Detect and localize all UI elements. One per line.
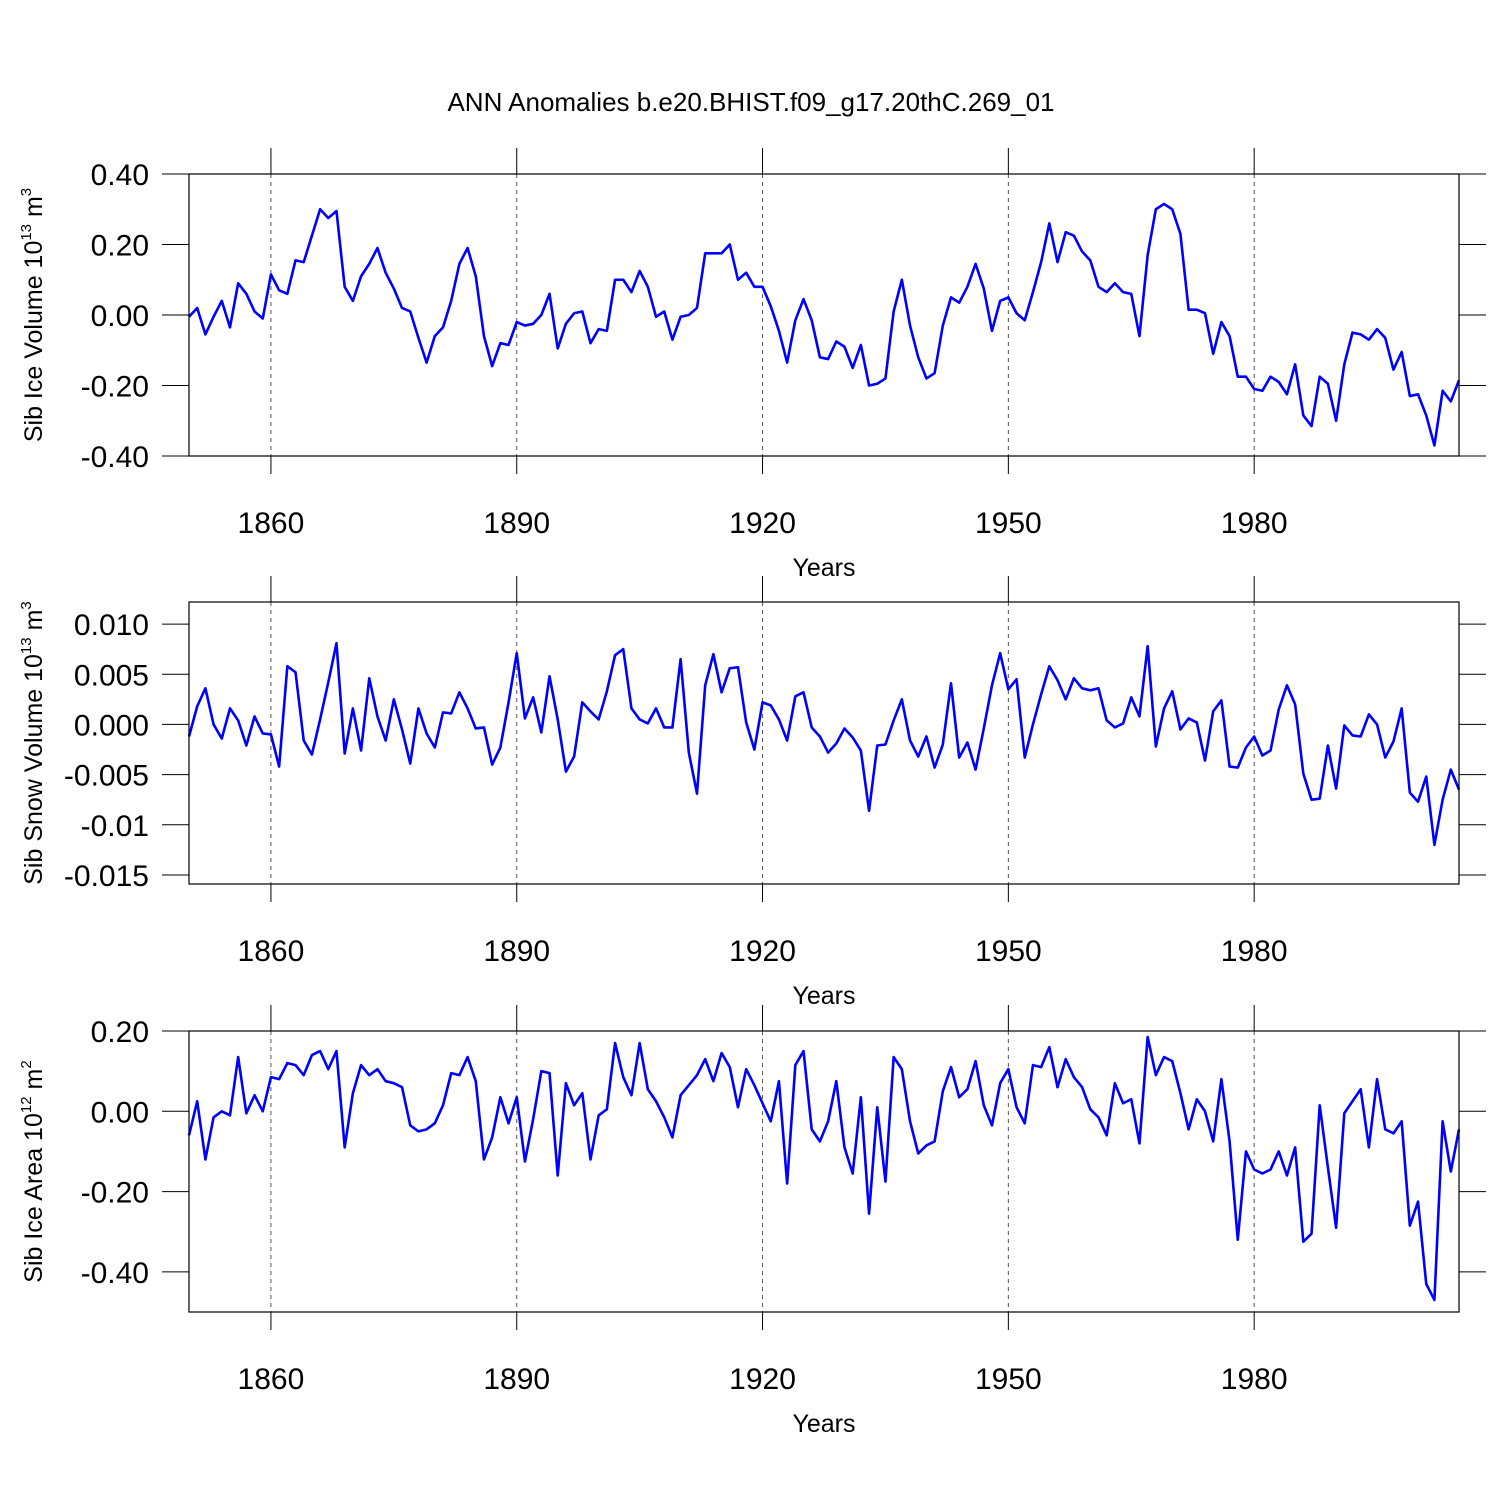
y-tick-label: -0.015 — [64, 860, 149, 893]
x-tick-label: 1980 — [1221, 935, 1288, 968]
y-axis-label-part: Sib Ice Volume 10 — [20, 241, 48, 443]
y-tick-label: 0.40 — [91, 159, 149, 192]
y-tick-label: 0.00 — [91, 300, 149, 333]
figure-title: ANN Anomalies b.e20.BHIST.f09_g17.20thC.… — [447, 87, 1054, 117]
plot-frame — [188, 173, 1460, 457]
y-axis-label-part: Sib Snow Volume 10 — [20, 654, 48, 885]
y-tick-label: -0.40 — [81, 441, 149, 474]
y-axis-label-exponent: 13 — [18, 224, 35, 241]
x-tick-label: 1860 — [238, 935, 305, 968]
x-tick-label: 1860 — [238, 507, 305, 540]
y-axis-label-exponent: 2 — [18, 1060, 35, 1068]
x-tick-label: 1920 — [729, 507, 796, 540]
y-axis-label-part: m — [20, 610, 48, 638]
x-tick-label: 1950 — [975, 507, 1042, 540]
data-line — [187, 1035, 1461, 1302]
y-tick-label: 0.005 — [74, 659, 149, 692]
y-axis-label-part: Sib Ice Area 10 — [20, 1113, 48, 1283]
y-tick-label: 0.20 — [91, 230, 149, 263]
y-axis-label-exponent: 3 — [18, 188, 35, 196]
data-line — [187, 641, 1461, 847]
data-line — [188, 202, 1461, 447]
x-axis-label: Years — [792, 1410, 855, 1438]
x-axis-label: Years — [792, 982, 855, 1010]
x-tick-label: 1890 — [483, 507, 550, 540]
x-axis-label: Years — [792, 554, 855, 582]
x-tick-label: 1920 — [729, 1363, 796, 1396]
y-tick-label: -0.20 — [81, 1177, 149, 1210]
y-tick-label: 0.010 — [74, 609, 149, 642]
y-axis-label: Sib Ice Volume 1013 m3 — [18, 188, 48, 442]
y-tick-label: -0.40 — [81, 1257, 149, 1290]
x-tick-label: 1920 — [729, 935, 796, 968]
y-tick-label: 0.00 — [91, 1096, 149, 1129]
x-tick-label: 1980 — [1221, 1363, 1288, 1396]
y-axis-label-exponent: 12 — [18, 1096, 35, 1113]
x-tick-label: 1890 — [483, 1363, 550, 1396]
x-tick-label: 1860 — [238, 1363, 305, 1396]
y-tick-label: -0.005 — [64, 760, 149, 793]
y-tick-label: -0.20 — [81, 371, 149, 404]
y-axis-label-exponent: 3 — [18, 601, 35, 609]
y-axis-label-part: m — [20, 1069, 48, 1097]
plot-frame — [188, 601, 1460, 885]
y-axis-label: Sib Snow Volume 1013 m3 — [18, 601, 48, 885]
y-tick-label: 0.000 — [74, 709, 149, 742]
y-axis-label: Sib Ice Area 1012 m2 — [18, 1060, 48, 1282]
x-tick-label: 1950 — [975, 935, 1042, 968]
plot-frame — [188, 1030, 1460, 1313]
y-tick-label: -0.01 — [81, 810, 149, 843]
y-axis-label-exponent: 13 — [18, 637, 35, 654]
x-tick-label: 1950 — [975, 1363, 1042, 1396]
y-tick-label: 0.20 — [91, 1016, 149, 1049]
x-tick-label: 1980 — [1221, 507, 1288, 540]
y-axis-label-part: m — [20, 196, 48, 224]
x-tick-label: 1890 — [483, 935, 550, 968]
